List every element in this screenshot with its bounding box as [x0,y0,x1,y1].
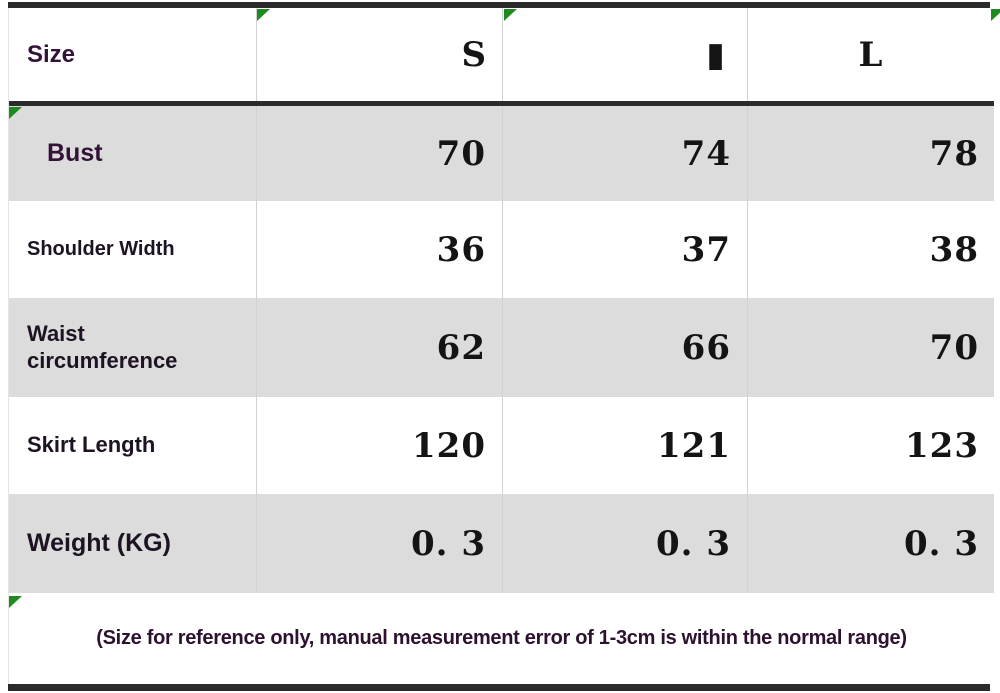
value-cell: 0. 3 [256,494,502,593]
cell-value: 66 [681,327,731,368]
header-col-s: S [256,8,502,101]
size-header-label: Size [27,40,76,68]
value-cell: 37 [502,201,747,298]
header-col-m: ▮ [502,8,747,101]
row-label: Bust [47,139,103,168]
row-label: Waist circumference [27,320,178,373]
value-cell: 121 [502,397,747,494]
table-row-bust: Bust 70 74 78 [9,106,994,201]
value-cell: 62 [256,298,502,397]
value-cell: 0. 3 [502,494,747,593]
row-label-cell: Bust [9,106,256,201]
bottom-border [8,684,990,691]
value-cell: 70 [256,106,502,201]
value-cell: 38 [747,201,993,298]
row-label: Skirt Length [27,432,156,458]
cell-value: 37 [681,229,731,270]
value-cell: 0. 3 [747,494,993,593]
corner-marker-icon [9,596,22,608]
table-row-waist: Waist circumference 62 66 70 [9,298,994,397]
size-table: Size S ▮ L Bust 70 74 78 [8,8,994,684]
footnote-text: (Size for reference only, manual measure… [96,627,907,649]
value-cell: 74 [502,106,747,201]
cell-value: 0. 3 [411,523,486,564]
corner-marker-icon [504,9,517,21]
table-row-shoulder: Shoulder Width 36 37 38 [9,201,994,298]
table-row-skirt-length: Skirt Length 120 121 123 [9,397,994,494]
value-cell: 78 [747,106,993,201]
value-cell: 36 [256,201,502,298]
cell-value: 70 [929,327,979,368]
row-label: Shoulder Width [27,238,175,261]
size-s-label: S [461,34,486,75]
top-border [8,2,990,8]
row-label-cell: Weight (KG) [9,494,256,593]
cell-value: 36 [436,229,486,270]
header-col-l: L [747,8,993,101]
cell-value: 0. 3 [904,523,979,564]
table-row-weight: Weight (KG) 0. 3 0. 3 0. 3 [9,494,994,593]
value-cell: 70 [747,298,993,397]
cell-value: 62 [436,327,486,368]
cell-value: 70 [436,133,486,174]
row-label-cell: Waist circumference [9,298,256,397]
value-cell: 123 [747,397,993,494]
cell-value: 38 [929,229,979,270]
row-label: Weight (KG) [27,529,171,558]
cell-value: 121 [657,425,731,466]
cell-value: 0. 3 [656,523,731,564]
cell-value: 120 [412,425,486,466]
cell-value: 123 [905,425,979,466]
size-m-label: ▮ [706,34,725,75]
cell-value: 78 [929,133,979,174]
row-label-cell: Shoulder Width [9,201,256,298]
corner-marker-icon [991,9,1000,21]
footnote-row: (Size for reference only, manual measure… [9,593,994,684]
header-size-cell: Size [9,8,256,101]
corner-marker-icon [257,9,270,21]
row-label-cell: Skirt Length [9,397,256,494]
cell-value: 74 [681,133,731,174]
value-cell: 120 [256,397,502,494]
corner-marker-icon [9,107,22,119]
value-cell: 66 [502,298,747,397]
header-row: Size S ▮ L [9,8,994,106]
size-l-label: L [858,34,883,75]
